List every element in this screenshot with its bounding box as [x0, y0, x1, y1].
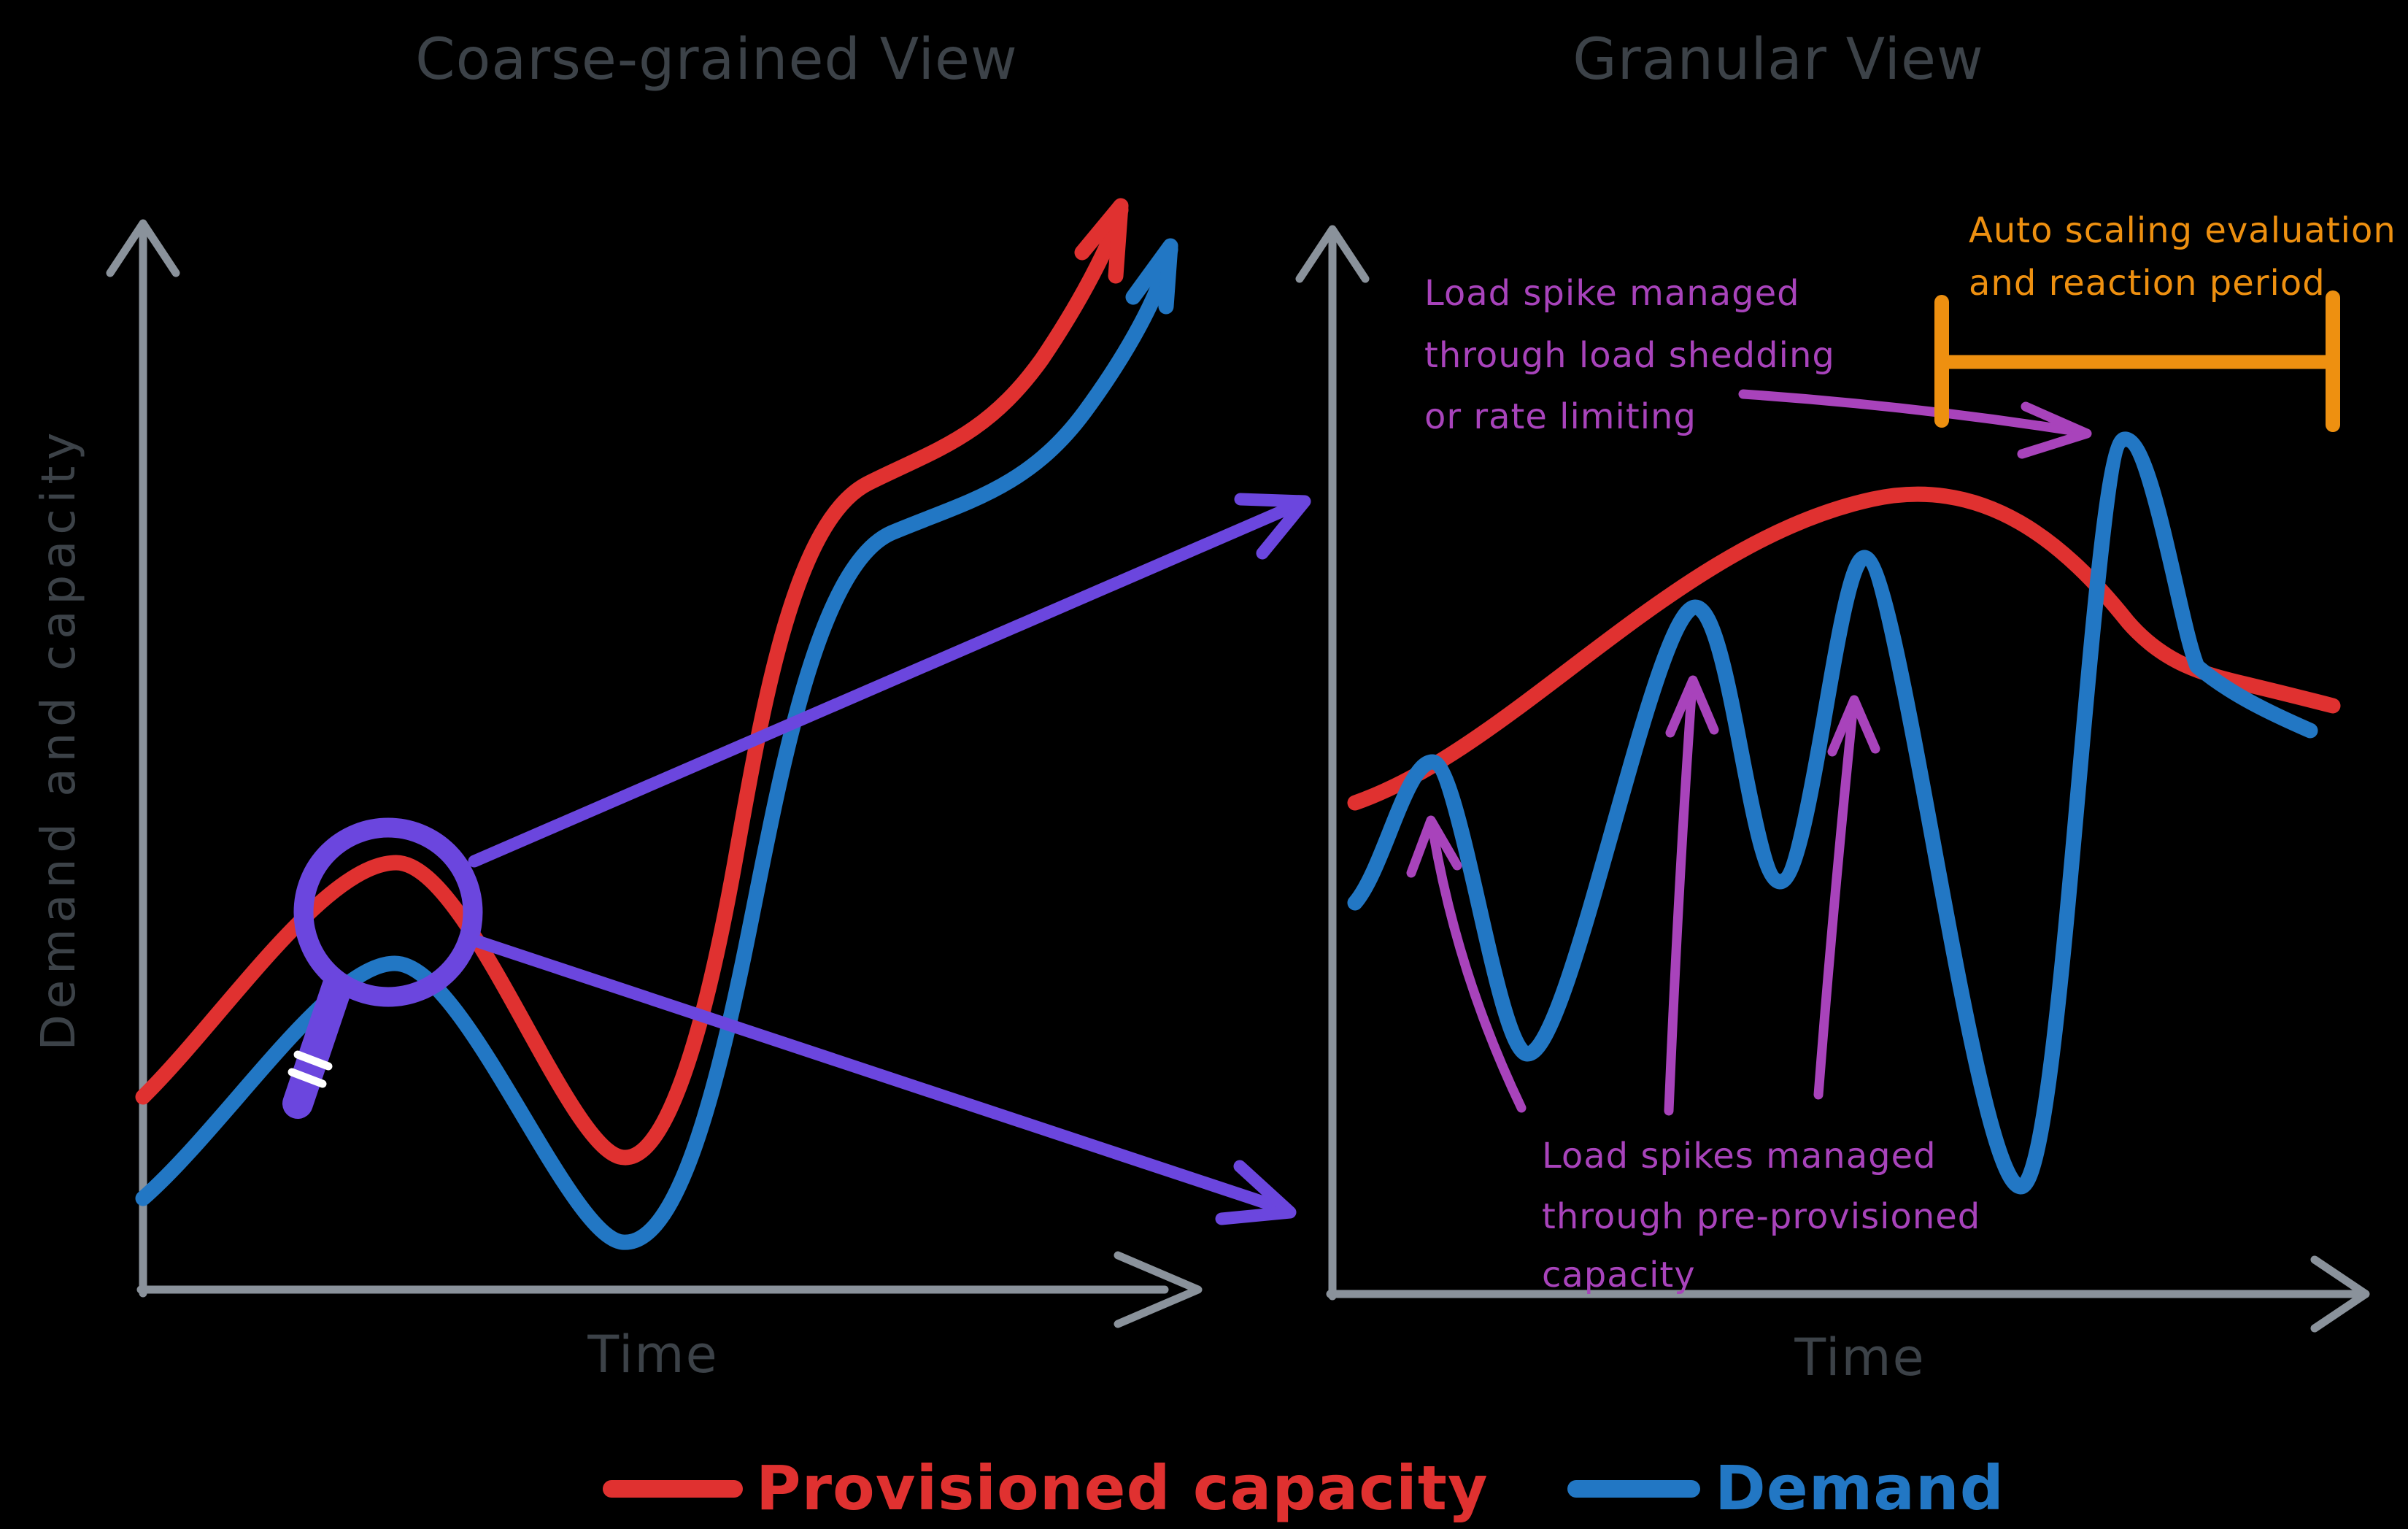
auto-scaling-note-line-2: and reaction period — [1969, 263, 2326, 304]
load-shedding-arrow-line — [1738, 389, 2086, 437]
load-shedding-note-line-1: Load spike managed — [1424, 273, 1800, 314]
left-x-axis-arrowhead-icon — [1114, 1251, 1203, 1328]
magnifier-lens — [293, 817, 483, 1007]
left-x-axis — [136, 1251, 1203, 1328]
legend-demand-label: Demand — [1715, 1452, 2004, 1524]
right-chart-title: Granular View — [1572, 27, 1984, 93]
auto-scaling-note: Auto scaling evaluation and reaction per… — [1969, 210, 2396, 304]
right-demand-curve — [1347, 431, 2318, 1195]
load-shedding-arrow — [1738, 389, 2092, 459]
right-x-axis-label: Time — [1794, 1328, 1925, 1387]
auto-scaling-note-line-1: Auto scaling evaluation — [1969, 210, 2396, 251]
left-provisioned-arrowhead-icon — [1074, 198, 1129, 284]
magnifier-handle-stripe — [288, 1068, 327, 1088]
load-spike-arrow-3 — [1813, 695, 1880, 1100]
legend-provisioned-label: Provisioned capacity — [756, 1452, 1489, 1524]
load-spike-arrow-2-line — [1664, 679, 1697, 1116]
load-shedding-note-line-3: or rate limiting — [1424, 396, 1697, 437]
left-demand-arrowhead-icon — [1125, 238, 1178, 315]
left-demand-curve — [135, 242, 1178, 1250]
load-spike-arrow-1 — [1406, 815, 1527, 1113]
zoom-arrow-upper-head-icon — [1234, 493, 1311, 560]
left-y-axis — [106, 219, 180, 1298]
left-x-axis-label: Time — [587, 1325, 718, 1384]
right-y-axis-arrowhead-icon — [1295, 225, 1370, 283]
zoom-arrow-upper — [468, 493, 1311, 868]
right-provisioned-capacity-curve — [1347, 486, 2341, 811]
load-spike-arrow-1-head-icon — [1406, 815, 1462, 878]
left-y-axis-label: Demand and capacity — [32, 427, 86, 1051]
zoom-arrow-lower-line — [471, 935, 1294, 1217]
pre-provisioned-note: Load spikes managed through pre-provisio… — [1542, 1136, 1980, 1295]
load-spike-arrow-2 — [1664, 675, 1719, 1116]
legend: Provisioned capacity Demand — [603, 1452, 2004, 1524]
pre-provisioned-note-line-1: Load spikes managed — [1542, 1136, 1937, 1176]
right-x-axis — [1326, 1255, 2370, 1333]
zoom-arrow-lower-head-icon — [1215, 1160, 1297, 1225]
granular-chart: Load spike managed through load shedding… — [1295, 27, 2396, 1387]
load-spike-arrow-2-head-icon — [1665, 675, 1719, 738]
load-shedding-arrow-head-icon — [2017, 401, 2092, 459]
left-provisioned-capacity-curve — [135, 202, 1129, 1166]
magnifier-icon — [282, 817, 483, 1119]
zoom-arrow-upper-line — [468, 496, 1310, 868]
load-spike-arrow-1-line — [1427, 818, 1527, 1113]
load-spike-arrow-3-head-icon — [1827, 695, 1880, 757]
load-spike-arrow-3-line — [1813, 699, 1859, 1100]
magnifier-handle-stripe — [293, 1050, 333, 1071]
load-shedding-note-line-2: through load shedding — [1424, 335, 1835, 376]
zoom-arrow-lower — [471, 935, 1297, 1225]
magnifier-handle — [282, 971, 352, 1119]
evaluation-period-bracket — [1934, 290, 2340, 432]
pre-provisioned-note-line-2: through pre-provisioned — [1542, 1196, 1980, 1237]
left-chart-title: Coarse-grained View — [415, 27, 1018, 93]
right-y-axis — [1295, 225, 1370, 1301]
load-shedding-note: Load spike managed through load shedding… — [1424, 273, 1835, 437]
left-y-axis-arrowhead-icon — [106, 219, 180, 277]
coarse-grained-chart: Coarse-grained View Demand and capacity … — [32, 27, 1311, 1384]
right-x-axis-arrowhead-icon — [2310, 1255, 2370, 1333]
pre-provisioned-note-line-3: capacity — [1542, 1255, 1696, 1295]
